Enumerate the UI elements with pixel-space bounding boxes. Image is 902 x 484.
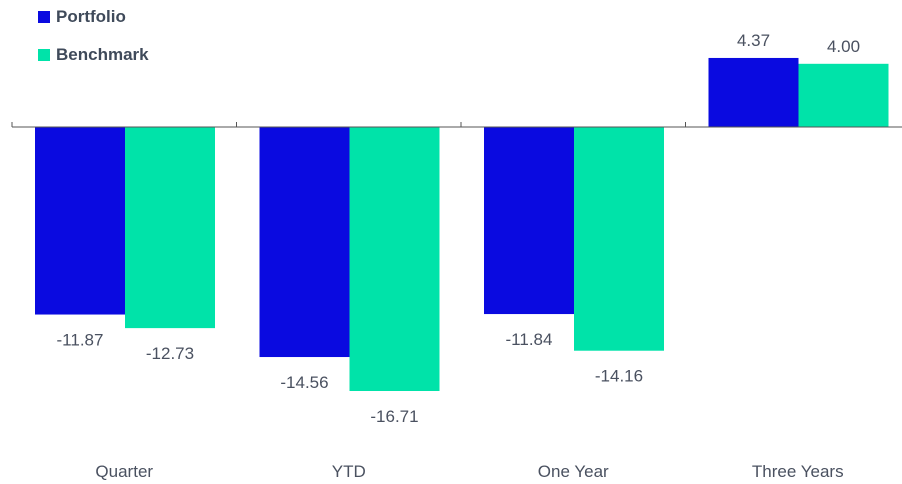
legend-label-benchmark: Benchmark [56,45,149,64]
x-tick-label-ytd: YTD [332,462,366,481]
x-tick-label-three-years: Three Years [752,462,844,481]
data-label-benchmark-quarter: -12.73 [146,344,194,363]
legend-item-benchmark[interactable]: Benchmark [38,44,149,66]
bar-benchmark-three-years[interactable] [798,63,889,127]
data-label-portfolio-ytd: -14.56 [280,373,328,392]
data-label-portfolio-three-years: 4.37 [737,31,770,50]
bar-benchmark-quarter[interactable] [125,127,215,329]
bar-portfolio-one-year[interactable] [484,127,574,315]
legend-label-portfolio: Portfolio [56,7,126,26]
legend: Portfolio Benchmark [38,6,149,82]
data-label-portfolio-one-year: -11.84 [506,330,553,349]
x-tick-label-quarter: Quarter [95,462,153,481]
bar-benchmark-ytd[interactable] [349,127,440,391]
bar-portfolio-three-years[interactable] [708,57,799,127]
x-tick-label-one-year: One Year [538,462,609,481]
legend-swatch-portfolio [38,11,50,23]
legend-swatch-benchmark [38,49,50,61]
bar-portfolio-quarter[interactable] [35,127,125,315]
data-label-benchmark-three-years: 4.00 [827,37,860,56]
data-label-benchmark-ytd: -16.71 [370,407,418,426]
bar-portfolio-ytd[interactable] [259,127,350,358]
data-label-portfolio-quarter: -11.87 [57,331,104,350]
bar-benchmark-one-year[interactable] [574,127,664,351]
data-label-benchmark-one-year: -14.16 [595,367,643,386]
legend-item-portfolio[interactable]: Portfolio [38,6,149,28]
